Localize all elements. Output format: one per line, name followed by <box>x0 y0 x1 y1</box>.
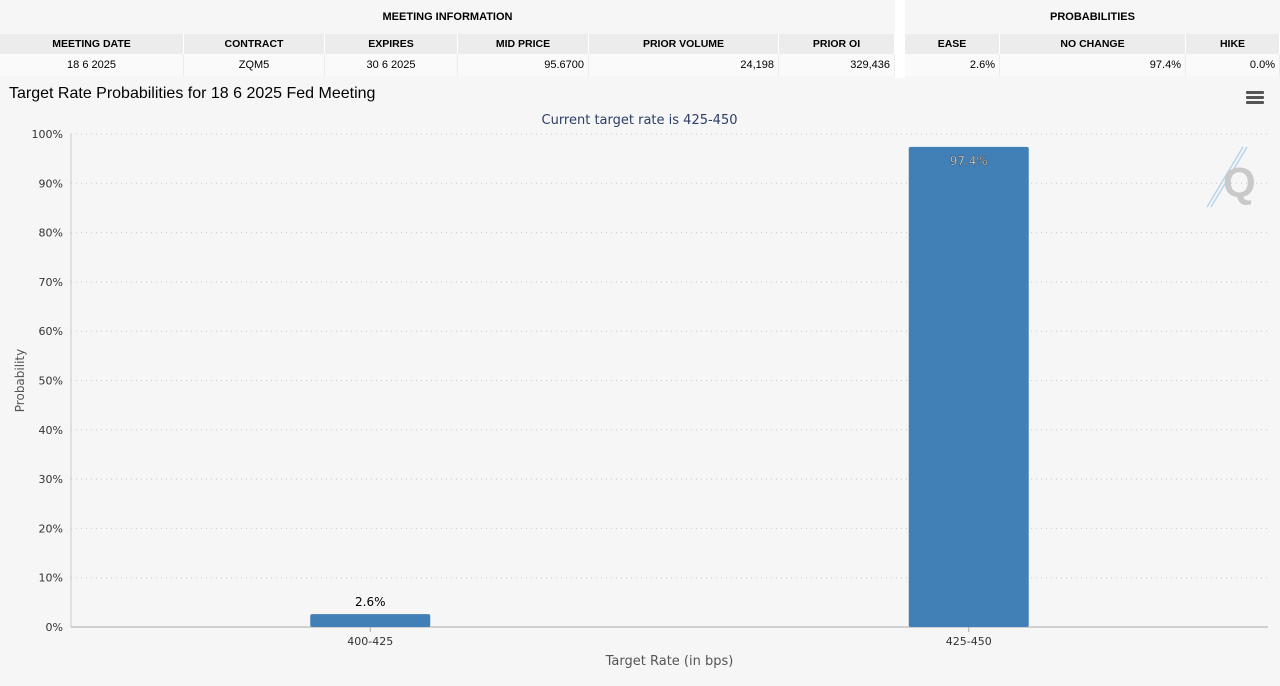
contract-value: ZQM5 <box>184 54 325 76</box>
header-meeting-date: MEETING DATE <box>0 34 184 54</box>
svg-text:Q: Q <box>1223 159 1256 206</box>
summary-table: MEETING INFORMATION PROBABILITIES MEETIN… <box>0 0 1280 78</box>
bar-data-label: 2.6% <box>355 595 386 609</box>
header-prior-volume: PRIOR VOLUME <box>589 34 779 54</box>
bar-chart: Current target rate is 425-450 0% 10% 20% 30… <box>13 113 1268 669</box>
prior-volume-value: 24,198 <box>589 54 779 76</box>
expires-value: 30 6 2025 <box>325 54 458 76</box>
y-tick-label: 60% <box>39 325 63 338</box>
y-tick-label: 50% <box>39 375 63 388</box>
header-ease: EASE <box>905 34 1000 54</box>
header-mid-price: MID PRICE <box>458 34 589 54</box>
chart-title: Target Rate Probabilities for 18 6 2025 … <box>9 85 376 102</box>
chart-subtitle: Current target rate is 425-450 <box>542 113 738 128</box>
ease-value: 2.6% <box>905 54 1000 76</box>
y-tick-label: 80% <box>39 227 63 240</box>
y-tick-label: 100% <box>32 128 63 141</box>
probabilities-group-header: PROBABILITIES <box>905 0 1280 34</box>
x-tick-label: 425-450 <box>946 635 992 648</box>
header-contract: CONTRACT <box>184 34 325 54</box>
y-tick-label: 10% <box>39 572 63 585</box>
y-tick-label: 20% <box>39 522 63 535</box>
meeting-info-data-row: 18 6 2025 ZQM5 30 6 2025 95.6700 24,198 … <box>0 54 895 76</box>
x-tick-label: 400-425 <box>347 635 393 648</box>
hike-value: 0.0% <box>1186 54 1280 76</box>
header-no-change: NO CHANGE <box>1000 34 1186 54</box>
header-expires: EXPIRES <box>325 34 458 54</box>
no-change-value: 97.4% <box>1000 54 1186 76</box>
meeting-date-value: 18 6 2025 <box>0 54 184 76</box>
y-tick-label: 40% <box>39 424 63 437</box>
quikstrike-logo-icon: Q <box>1206 146 1256 208</box>
probabilities-data-row: 2.6% 97.4% 0.0% <box>905 54 1280 76</box>
y-tick-label: 30% <box>39 473 63 486</box>
prior-oi-value: 329,436 <box>779 54 895 76</box>
hamburger-menu-icon[interactable] <box>1246 91 1264 105</box>
y-tick-label: 70% <box>39 276 63 289</box>
bar <box>908 146 1029 627</box>
meeting-info-group-header: MEETING INFORMATION <box>0 0 895 34</box>
probabilities-header-row: EASE NO CHANGE HIKE <box>905 34 1280 54</box>
group-divider <box>895 0 905 78</box>
bar-data-label: 97.4% <box>950 154 988 168</box>
y-tick-label: 90% <box>39 177 63 190</box>
y-tick-label: 0% <box>46 621 63 634</box>
bar <box>310 614 431 627</box>
header-hike: HIKE <box>1186 34 1280 54</box>
header-prior-oi: PRIOR OI <box>779 34 895 54</box>
y-axis-title: Probability <box>13 349 27 412</box>
mid-price-value: 95.6700 <box>458 54 589 76</box>
x-axis-title: Target Rate (in bps) <box>605 654 734 669</box>
meeting-info-header-row: MEETING DATE CONTRACT EXPIRES MID PRICE … <box>0 34 895 54</box>
